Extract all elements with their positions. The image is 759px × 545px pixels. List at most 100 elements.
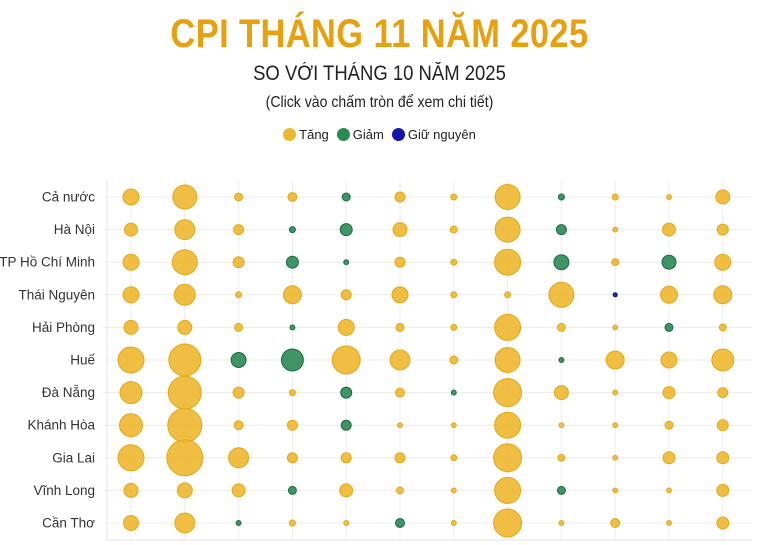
bubble[interactable]	[173, 283, 196, 306]
bubble[interactable]	[504, 291, 512, 299]
bubble[interactable]	[611, 258, 620, 267]
bubble[interactable]	[168, 343, 202, 377]
bubble[interactable]	[117, 444, 145, 472]
bubble[interactable]	[716, 223, 729, 236]
bubble[interactable]	[716, 483, 730, 497]
bubble[interactable]	[450, 258, 458, 266]
bubble[interactable]	[397, 422, 403, 429]
bubble[interactable]	[122, 286, 140, 304]
bubble[interactable]	[339, 223, 353, 237]
bubble[interactable]	[392, 222, 408, 238]
bubble[interactable]	[612, 454, 619, 461]
bubble[interactable]	[612, 487, 619, 494]
bubble[interactable]	[394, 452, 406, 464]
bubble[interactable]	[612, 422, 619, 429]
bubble[interactable]	[123, 482, 139, 498]
bubble[interactable]	[343, 520, 350, 526]
bubble[interactable]	[119, 413, 143, 438]
bubble[interactable]	[612, 292, 618, 298]
bubble[interactable]	[119, 381, 143, 405]
bubble[interactable]	[282, 285, 302, 305]
bubble[interactable]	[287, 192, 298, 202]
bubble[interactable]	[556, 322, 566, 332]
bubble[interactable]	[450, 291, 458, 299]
bubble[interactable]	[450, 520, 457, 526]
bubble[interactable]	[171, 249, 198, 276]
bubble[interactable]	[176, 482, 193, 499]
bubble[interactable]	[662, 222, 676, 237]
bubble[interactable]	[230, 352, 247, 368]
bubble[interactable]	[553, 254, 570, 271]
bubble[interactable]	[167, 375, 202, 410]
bubble[interactable]	[450, 422, 457, 429]
bubble[interactable]	[548, 281, 575, 308]
bubble[interactable]	[558, 520, 565, 526]
bubble[interactable]	[716, 451, 730, 465]
bubble[interactable]	[340, 289, 352, 301]
bubble[interactable]	[664, 322, 674, 332]
bubble[interactable]	[123, 319, 139, 335]
bubble[interactable]	[394, 256, 406, 268]
bubble[interactable]	[558, 422, 565, 429]
bubble[interactable]	[122, 188, 140, 206]
bubble[interactable]	[166, 439, 204, 477]
bubble[interactable]	[612, 226, 619, 233]
bubble[interactable]	[395, 387, 405, 398]
bubble[interactable]	[713, 285, 733, 305]
bubble[interactable]	[396, 486, 404, 495]
bubble[interactable]	[493, 378, 523, 408]
bubble[interactable]	[494, 216, 521, 243]
bubble[interactable]	[233, 224, 245, 236]
bubble[interactable]	[494, 313, 522, 341]
bubble[interactable]	[228, 447, 250, 469]
bubble[interactable]	[716, 516, 730, 530]
bubble[interactable]	[494, 184, 521, 210]
bubble[interactable]	[557, 193, 565, 201]
bubble[interactable]	[235, 520, 242, 526]
bubble[interactable]	[341, 192, 351, 202]
bubble[interactable]	[287, 485, 297, 495]
bubble[interactable]	[494, 248, 522, 276]
bubble[interactable]	[493, 508, 523, 538]
bubble[interactable]	[612, 324, 619, 331]
bubble[interactable]	[167, 407, 203, 443]
bubble[interactable]	[666, 194, 672, 200]
bubble[interactable]	[391, 286, 409, 304]
bubble[interactable]	[449, 355, 459, 365]
bubble[interactable]	[174, 219, 196, 241]
bubble[interactable]	[716, 419, 729, 432]
bubble[interactable]	[714, 253, 732, 271]
bubble[interactable]	[288, 519, 296, 527]
bubble[interactable]	[280, 348, 304, 372]
bubble[interactable]	[660, 285, 678, 304]
bubble[interactable]	[556, 485, 566, 495]
bubble[interactable]	[450, 454, 458, 462]
bubble[interactable]	[177, 319, 193, 335]
bubble[interactable]	[610, 518, 621, 528]
bubble[interactable]	[660, 351, 678, 369]
bubble[interactable]	[285, 255, 299, 269]
bubble[interactable]	[666, 487, 672, 494]
bubble[interactable]	[340, 386, 353, 399]
bubble[interactable]	[340, 419, 352, 431]
bubble[interactable]	[174, 512, 196, 534]
bubble[interactable]	[234, 192, 244, 202]
bubble[interactable]	[395, 322, 405, 332]
bubble[interactable]	[711, 348, 735, 372]
bubble[interactable]	[450, 487, 457, 494]
bubble[interactable]	[450, 389, 457, 396]
bubble[interactable]	[331, 345, 361, 375]
bubble[interactable]	[231, 483, 246, 498]
bubble[interactable]	[232, 256, 245, 269]
bubble[interactable]	[605, 350, 625, 370]
bubble[interactable]	[493, 443, 523, 473]
legend-item-decrease[interactable]: Giảm	[336, 127, 384, 142]
bubble[interactable]	[339, 483, 354, 498]
bubble[interactable]	[233, 420, 244, 431]
bubble[interactable]	[555, 224, 567, 236]
bubble[interactable]	[553, 385, 569, 401]
bubble[interactable]	[557, 453, 566, 462]
legend-item-increase[interactable]: Tăng	[283, 127, 329, 142]
bubble[interactable]	[117, 346, 145, 374]
bubble[interactable]	[666, 520, 672, 526]
